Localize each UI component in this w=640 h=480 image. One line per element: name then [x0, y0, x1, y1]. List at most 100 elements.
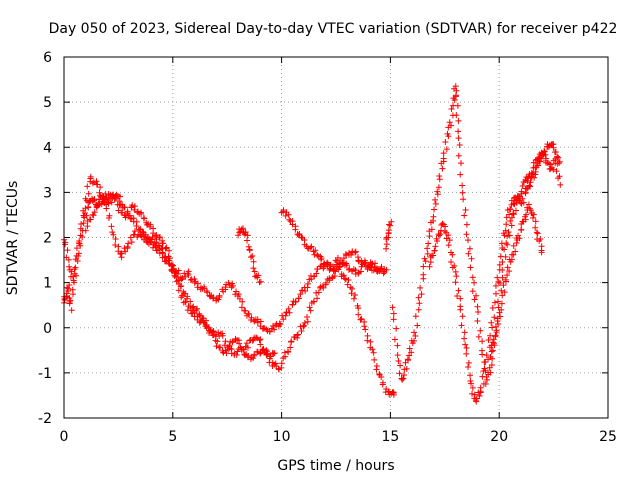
data-point	[194, 280, 201, 287]
data-point	[339, 259, 346, 266]
data-point	[417, 284, 424, 291]
data-point	[306, 304, 313, 311]
data-point	[250, 265, 257, 272]
series-track	[383, 218, 395, 252]
data-point	[288, 338, 295, 345]
data-point	[233, 288, 240, 295]
data-point	[370, 267, 377, 274]
data-point	[380, 268, 387, 275]
data-point	[65, 288, 72, 295]
data-point	[319, 283, 326, 290]
data-point	[357, 316, 364, 323]
data-point	[257, 350, 264, 357]
data-point	[474, 318, 481, 325]
data-point	[515, 197, 522, 204]
series-track	[487, 201, 545, 361]
data-point	[467, 372, 474, 379]
data-point	[448, 258, 455, 265]
series-track	[389, 83, 563, 388]
data-point	[97, 184, 104, 191]
data-point	[90, 179, 97, 186]
data-point	[437, 231, 444, 238]
data-point	[341, 275, 348, 282]
data-point	[76, 238, 83, 245]
data-point	[503, 221, 510, 228]
data-point	[519, 195, 526, 202]
data-point	[327, 261, 334, 268]
data-point	[385, 227, 392, 234]
data-point	[531, 174, 538, 181]
data-point	[294, 331, 301, 338]
data-point	[431, 247, 438, 254]
data-point	[416, 300, 423, 307]
data-point	[498, 300, 505, 307]
data-point	[390, 316, 397, 323]
data-point	[271, 350, 278, 357]
data-point	[69, 286, 76, 293]
data-point	[111, 196, 118, 203]
data-point	[519, 218, 526, 225]
data-point	[243, 340, 250, 347]
data-point	[166, 255, 173, 262]
data-point	[68, 268, 75, 275]
data-point	[238, 304, 245, 311]
data-point	[169, 262, 176, 269]
data-point	[110, 231, 117, 238]
y-tick-label: 3	[43, 185, 52, 201]
data-point	[84, 223, 91, 230]
data-point	[557, 181, 564, 188]
data-point	[124, 210, 131, 217]
data-point	[266, 328, 273, 335]
series-track	[426, 148, 564, 405]
data-point	[396, 370, 403, 377]
data-point	[420, 271, 427, 278]
data-point	[66, 281, 73, 288]
data-point	[406, 352, 413, 359]
y-tick-label: 6	[43, 50, 52, 66]
data-point	[400, 375, 407, 382]
data-point	[222, 338, 229, 345]
data-point	[488, 361, 495, 368]
data-point	[420, 263, 427, 270]
data-point	[112, 236, 119, 243]
data-point	[415, 306, 422, 313]
data-point	[467, 378, 474, 385]
data-point	[361, 323, 368, 330]
data-point	[488, 319, 495, 326]
data-point	[494, 318, 501, 325]
data-point	[555, 175, 562, 182]
data-point	[292, 226, 299, 233]
data-point	[530, 211, 537, 218]
data-point	[108, 223, 115, 230]
data-point	[284, 348, 291, 355]
data-point	[82, 227, 89, 234]
data-point	[427, 259, 434, 266]
data-point	[540, 150, 547, 157]
data-point	[456, 142, 463, 149]
data-point	[310, 273, 317, 280]
data-point	[248, 254, 255, 261]
data-point	[446, 237, 453, 244]
data-point	[502, 227, 509, 234]
data-point	[499, 258, 506, 265]
data-point	[475, 333, 482, 340]
data-point	[524, 204, 531, 211]
data-point	[72, 264, 79, 271]
data-point	[457, 160, 464, 167]
data-point	[308, 243, 315, 250]
data-point	[355, 305, 362, 312]
data-point	[219, 332, 226, 339]
data-point	[229, 339, 236, 346]
data-point	[242, 231, 249, 238]
data-point	[454, 293, 461, 300]
data-point	[109, 229, 116, 236]
data-point	[536, 237, 543, 244]
data-point	[133, 223, 140, 230]
data-point	[479, 338, 486, 345]
data-point	[493, 290, 500, 297]
data-point	[159, 240, 166, 247]
data-point	[313, 270, 320, 277]
data-point	[481, 365, 488, 372]
data-point	[179, 275, 186, 282]
